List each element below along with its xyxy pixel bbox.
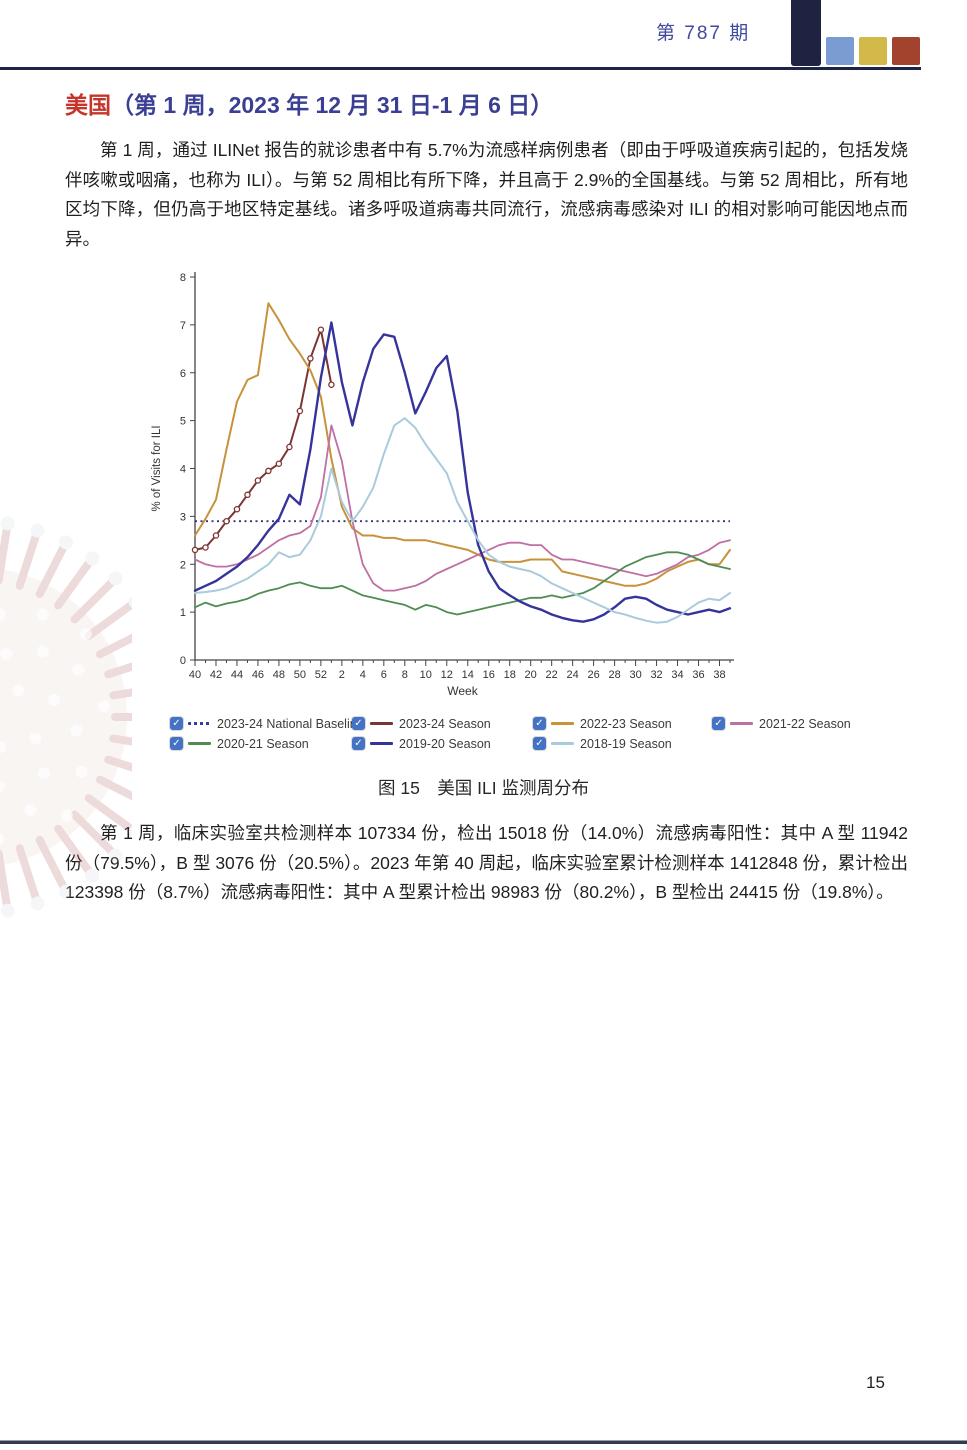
legend-item-2020-21: ✓ 2020-21 Season [170, 736, 309, 751]
paragraph-ili-summary: 第 1 周，通过 ILINet 报告的就诊患者中有 5.7%为流感样病例患者（即… [65, 140, 908, 249]
legend-item-2019-20: ✓ 2019-20 Season [352, 736, 491, 751]
section-title: 美国（第 1 周，2023 年 12 月 31 日-1 月 6 日） [65, 86, 553, 120]
legend-label: 2018-19 Season [580, 736, 672, 751]
svg-text:52: 52 [315, 669, 327, 681]
line-swatch [188, 736, 211, 751]
svg-text:48: 48 [273, 669, 285, 681]
header-deco-block-yellow [859, 37, 887, 65]
svg-text:8: 8 [180, 272, 186, 284]
header-rule [0, 67, 921, 70]
header-deco-block-blue [826, 37, 854, 65]
legend-label: 2021-22 Season [759, 716, 851, 731]
legend-label: 2023-24 Season [399, 716, 491, 731]
svg-text:5: 5 [180, 416, 186, 428]
header-deco-block-brown [892, 37, 920, 65]
legend-checkbox[interactable]: ✓ [170, 737, 183, 750]
virus-watermark [0, 516, 132, 918]
svg-text:50: 50 [294, 669, 306, 681]
legend-item-national-baseline: ✓ 2023-24 National Baseline [170, 716, 364, 731]
svg-text:% of Visits for ILI: % of Visits for ILI [151, 425, 163, 511]
svg-text:8: 8 [402, 669, 408, 681]
svg-text:24: 24 [567, 669, 579, 681]
legend-label: 2020-21 Season [217, 736, 309, 751]
svg-text:2: 2 [339, 669, 345, 681]
legend-checkbox[interactable]: ✓ [352, 737, 365, 750]
legend-item-2018-19: ✓ 2018-19 Season [533, 736, 672, 751]
svg-text:18: 18 [504, 669, 516, 681]
svg-text:22: 22 [546, 669, 558, 681]
svg-text:36: 36 [692, 669, 704, 681]
legend-checkbox[interactable]: ✓ [170, 717, 183, 730]
svg-text:0: 0 [180, 655, 186, 667]
svg-text:3: 3 [180, 511, 186, 523]
svg-text:10: 10 [420, 669, 432, 681]
svg-text:4: 4 [360, 669, 366, 681]
legend-label: 2019-20 Season [399, 736, 491, 751]
legend-checkbox[interactable]: ✓ [712, 717, 725, 730]
footer-rule [0, 1440, 967, 1444]
svg-text:4: 4 [180, 464, 186, 476]
dotted-line-swatch [188, 716, 211, 731]
line-swatch [551, 716, 574, 731]
svg-text:26: 26 [588, 669, 600, 681]
svg-text:6: 6 [381, 669, 387, 681]
svg-text:14: 14 [462, 669, 474, 681]
line-swatch [370, 716, 393, 731]
legend-item-2021-22: ✓ 2021-22 Season [712, 716, 851, 731]
legend-checkbox[interactable]: ✓ [533, 737, 546, 750]
svg-text:46: 46 [252, 669, 264, 681]
svg-text:16: 16 [483, 669, 495, 681]
legend-item-2022-23: ✓ 2022-23 Season [533, 716, 672, 731]
svg-text:20: 20 [525, 669, 537, 681]
issue-number-label: 第 787 期 [656, 23, 751, 44]
line-swatch [551, 736, 574, 751]
legend-label: 2022-23 Season [580, 716, 672, 731]
legend-item-2023-24: ✓ 2023-24 Season [352, 716, 491, 731]
svg-text:42: 42 [210, 669, 222, 681]
line-swatch [730, 716, 753, 731]
svg-text:1: 1 [180, 607, 186, 619]
figure-caption: 图 15 美国 ILI 监测周分布 [377, 778, 589, 798]
svg-text:12: 12 [441, 669, 453, 681]
legend-checkbox[interactable]: ✓ [352, 717, 365, 730]
svg-text:34: 34 [671, 669, 683, 681]
page-number: 15 [866, 1373, 885, 1392]
svg-text:6: 6 [180, 368, 186, 380]
svg-text:2: 2 [180, 559, 186, 571]
svg-text:7: 7 [180, 320, 186, 332]
line-swatch [370, 736, 393, 751]
svg-text:30: 30 [629, 669, 641, 681]
svg-text:32: 32 [650, 669, 662, 681]
svg-text:28: 28 [608, 669, 620, 681]
svg-text:44: 44 [231, 669, 243, 681]
section-title-period: （第 1 周，2023 年 12 月 31 日-1 月 6 日） [111, 92, 554, 118]
svg-text:38: 38 [713, 669, 725, 681]
svg-text:40: 40 [189, 669, 201, 681]
header-deco-block-navy [791, 0, 821, 66]
svg-text:Week: Week [447, 684, 478, 698]
legend-label: 2023-24 National Baseline [217, 716, 364, 731]
section-title-country: 美国 [65, 92, 111, 118]
paragraph-lab-summary: 第 1 周，临床实验室共检测样本 107334 份，检出 15018 份（14.… [65, 823, 908, 902]
legend-checkbox[interactable]: ✓ [533, 717, 546, 730]
